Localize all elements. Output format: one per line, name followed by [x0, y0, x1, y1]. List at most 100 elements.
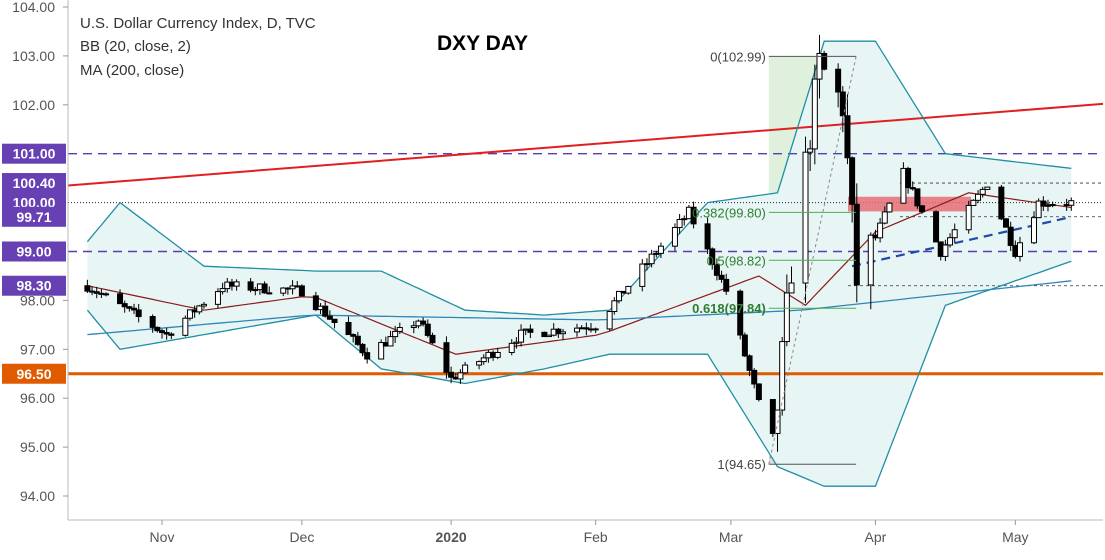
candle-body-54: [429, 334, 436, 344]
candle-body-124: [886, 202, 893, 213]
candle-body-99: [723, 278, 730, 292]
candle-body-101: [741, 334, 748, 357]
level-badge-text-98.30: 98.30: [16, 278, 51, 294]
y-tick-label-94.00: 94.00: [20, 488, 55, 504]
candle-body-10: [149, 316, 156, 328]
candle-body-61: [480, 357, 487, 363]
level-badge-99.00: [2, 241, 66, 262]
candle-body-39: [331, 318, 338, 324]
candle-body-111: [807, 148, 814, 153]
candle-body-104: [755, 383, 762, 401]
candle-body-132: [942, 244, 949, 257]
candle-body-71: [546, 334, 553, 338]
ma200-line: [87, 280, 1072, 336]
candle-body-112: [811, 78, 818, 150]
candle-body-81: [611, 300, 618, 313]
candle-body-42: [354, 335, 361, 345]
candle-body-8: [131, 307, 138, 311]
candle-body-87: [648, 253, 655, 265]
candle-body-117: [844, 115, 851, 159]
candle-body-19: [200, 303, 207, 307]
x-tick-label-Apr: Apr: [865, 529, 887, 545]
red-trendline: [67, 102, 1104, 187]
candle-body-25: [247, 281, 254, 291]
candle-body-66: [513, 341, 520, 344]
y-tick-label-96.00: 96.00: [20, 390, 55, 406]
candle-body-140: [998, 186, 1005, 220]
y-tick-label-103.00: 103.00: [12, 48, 55, 64]
candle-body-84: [625, 285, 632, 294]
candle-body-38: [326, 315, 333, 320]
candle-body-114: [821, 52, 828, 70]
candle-body-95: [704, 223, 711, 250]
fib-label-1: 0.382(99.80): [692, 205, 766, 220]
level-badge-text-99.71: 99.71: [16, 209, 51, 225]
level-badge-text-99.00: 99.00: [16, 244, 51, 260]
candle-body-2: [93, 291, 100, 294]
candle-body-108: [783, 292, 790, 343]
candle-body-37: [322, 305, 329, 317]
candle-body-69: [527, 328, 534, 333]
bollinger-basis: [87, 192, 1072, 355]
y-tick-label-102.00: 102.00: [12, 97, 55, 113]
candle-body-91: [676, 218, 683, 228]
candle-body-145: [1030, 217, 1037, 244]
level-badge-101.00: [2, 143, 66, 164]
candle-body-35: [312, 295, 319, 311]
candle-body-102: [746, 355, 753, 371]
bollinger-lower: [86, 260, 1072, 487]
candle-body-92: [681, 218, 688, 221]
candle-body-136: [970, 199, 977, 206]
candle-body-137: [975, 193, 982, 201]
candle-body-67: [518, 329, 525, 343]
y-tick-label-95.00: 95.00: [20, 439, 55, 455]
x-tick-label-Feb: Feb: [584, 529, 608, 545]
candle-body-40: [345, 322, 352, 336]
candle-body-14: [168, 333, 175, 336]
candle-body-4: [103, 293, 110, 296]
level-badge-text-101.00: 101.00: [13, 146, 56, 162]
candle-body-45: [378, 342, 385, 360]
fib-label-2: 0.5(98.82): [707, 253, 766, 268]
candle-body-127: [909, 187, 916, 190]
candle-body-135: [965, 204, 972, 231]
candle-body-11: [154, 326, 161, 332]
candle-body-52: [420, 320, 427, 325]
candle-body-89: [657, 245, 664, 254]
candle-body-12: [159, 330, 165, 334]
candle-body-64: [494, 351, 501, 358]
candle-body-56: [448, 371, 455, 378]
candle-body-133: [947, 237, 954, 246]
candle-body-53: [424, 323, 431, 336]
candle-body-134: [951, 229, 958, 239]
candle-body-55: [443, 342, 450, 373]
candle-body-94: [690, 206, 697, 225]
x-tick-label-May: May: [1002, 529, 1028, 545]
fib-label-4: 1(94.65): [717, 457, 765, 472]
candle-body-18: [196, 305, 203, 313]
candle-body-29: [266, 292, 273, 295]
y-tick-label-97.00: 97.00: [20, 341, 55, 357]
fib-label-0: 0(102.99): [710, 49, 766, 64]
ma-indicator-label: MA (200, close): [80, 62, 185, 79]
x-tick-label-Nov: Nov: [150, 529, 175, 545]
candle-body-30: [280, 287, 287, 294]
candle-body-79: [592, 328, 599, 331]
candle-body-74: [560, 331, 567, 335]
level-badge-text-96.50: 96.50: [16, 366, 51, 382]
candle-body-119: [853, 203, 860, 286]
candle-body-146: [1035, 200, 1042, 219]
candle-body-109: [788, 282, 795, 294]
candle-body-147: [1040, 200, 1047, 207]
candle-body-85: [639, 263, 646, 287]
candle-body-141: [1003, 218, 1010, 228]
candle-body-24: [233, 281, 240, 287]
candle-body-21: [219, 288, 226, 293]
level-badge-text-100.40: 100.40: [13, 175, 56, 191]
candle-body-20: [214, 291, 221, 305]
bollinger-upper: [86, 40, 1072, 316]
candle-body-151: [1068, 200, 1075, 206]
candle-body-0: [84, 285, 91, 292]
y-tick-label-104.00: 104.00: [12, 0, 55, 15]
